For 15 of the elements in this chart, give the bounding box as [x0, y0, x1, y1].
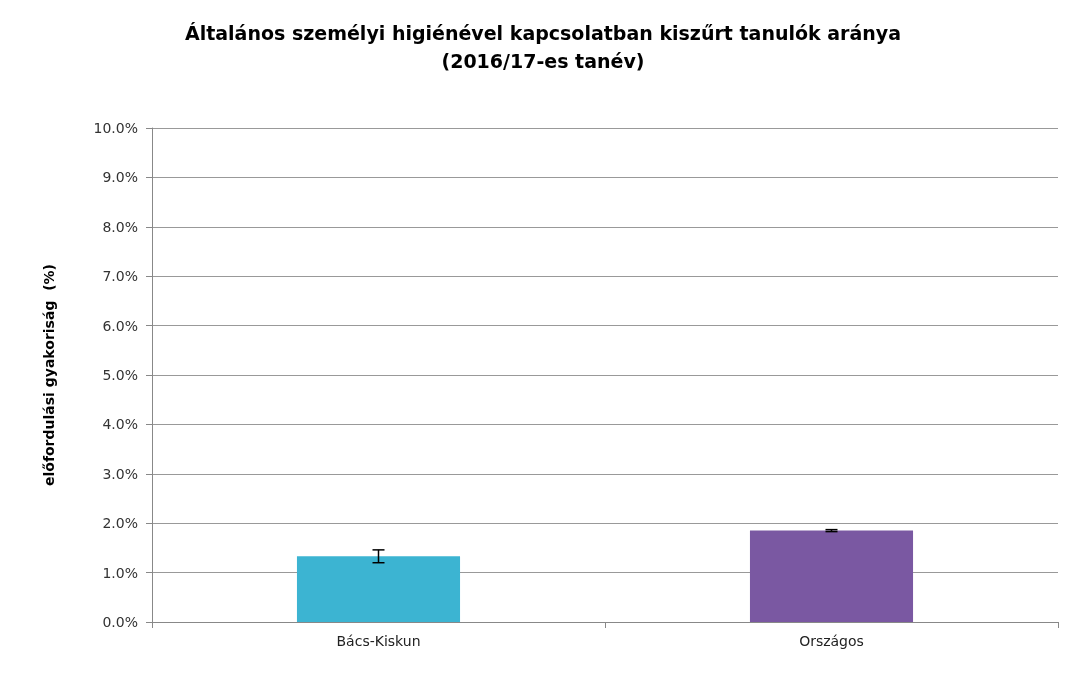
x-tick-label: Bács-Kiskun: [336, 633, 421, 649]
y-tick-label: 4.0%: [102, 416, 138, 433]
y-tick-label: 8.0%: [102, 218, 138, 235]
chart-title: Általános személyi higiénével kapcsolatban kiszűrt tanulók aránya (2016/17-es tanév): [184, 22, 902, 72]
y-tick-label: 3.0%: [102, 465, 138, 482]
y-tick-label: 7.0%: [102, 268, 138, 285]
y-tick-label: 10.0%: [93, 120, 138, 136]
y-tick-label: 1.0%: [102, 564, 138, 581]
y-tick-label: 5.0%: [102, 367, 138, 383]
y-tick-label: 9.0%: [102, 169, 138, 186]
x-tick-label: Országos: [799, 633, 864, 649]
y-axis-title: előfordulási gyakoriság (%): [41, 264, 57, 486]
y-tick-label: 6.0%: [102, 317, 138, 334]
y-tick-label: 2.0%: [102, 515, 138, 532]
y-tick-label: 0.0%: [102, 614, 138, 630]
